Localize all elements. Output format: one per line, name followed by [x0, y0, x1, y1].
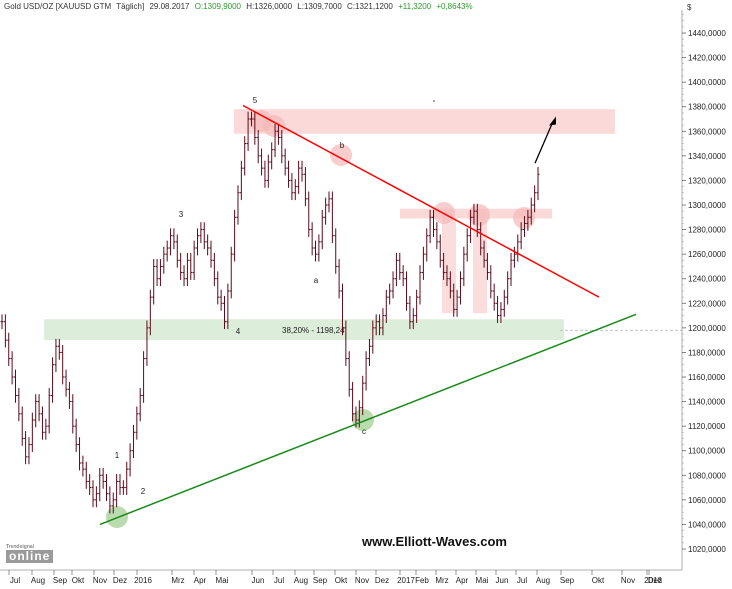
x-tick-label: Mai: [216, 576, 229, 585]
x-tick-label: Okt: [592, 576, 605, 585]
x-tick-label: Nov: [355, 576, 369, 585]
y-tick-label: 1060,0000: [688, 496, 726, 505]
currency-symbol: $: [687, 3, 692, 12]
y-tick-label: 1420,0000: [688, 54, 726, 63]
y-tick-label: 1080,0000: [688, 471, 726, 480]
y-tick-label: 1300,0000: [688, 201, 726, 210]
open-value: O:1309,9000: [194, 2, 241, 11]
website-watermark: www.Elliott-Waves.com: [362, 534, 507, 549]
x-tick-label: Feb: [415, 576, 429, 585]
y-tick-label: 1020,0000: [688, 545, 726, 554]
x-tick-label: Jul: [10, 576, 20, 585]
x-tick-label: Mai: [476, 576, 489, 585]
x-tick-label: Nov: [621, 576, 635, 585]
support-trendline: [99, 313, 637, 526]
y-tick-label: 1140,0000: [688, 398, 726, 407]
x-tick-label: 2016: [134, 576, 152, 585]
x-tick-label: Jul: [274, 576, 284, 585]
x-tick-label: Dez: [113, 576, 127, 585]
x-tick-label: Mrz: [171, 576, 184, 585]
x-tick-label: Mrz: [435, 576, 448, 585]
x-tick-label: Sep: [560, 576, 575, 585]
y-tick-label: 1260,0000: [688, 250, 726, 259]
trendsignal-logo: Trendsignal online: [6, 544, 58, 564]
date-label: 29.08.2017: [149, 2, 190, 11]
wave-label: a: [314, 276, 319, 285]
x-tick-label: Jun: [252, 576, 265, 585]
y-tick-label: 1100,0000: [688, 447, 726, 456]
instrument-name: Gold USD/OZ [XAUUSD GTM: [4, 2, 112, 11]
y-tick-label: 1040,0000: [688, 520, 726, 529]
wave-label: b: [340, 141, 345, 150]
y-tick-label: 1280,0000: [688, 226, 726, 235]
logo-small-text: Trendsignal: [6, 544, 35, 550]
x-tick-label: Dez: [375, 576, 389, 585]
target-arrow-shaft: [534, 121, 554, 164]
y-tick-label: 1160,0000: [688, 373, 726, 382]
y-tick-label: 1320,0000: [688, 176, 726, 185]
x-tick-label: Nov: [93, 576, 107, 585]
y-tick-label: 1200,0000: [688, 324, 726, 333]
logo-main-text: online: [6, 550, 54, 563]
y-tick-label: 1120,0000: [688, 422, 726, 431]
pivot-circle: [468, 204, 490, 226]
x-tick-label: Aug: [536, 576, 550, 585]
x-tick-label: Aug: [31, 576, 45, 585]
chart-header: Gold USD/OZ [XAUUSD GTM Täglich] 29.08.2…: [4, 2, 476, 11]
x-tick-label: Apr: [456, 576, 469, 585]
y-tick-label: 1440,0000: [688, 29, 726, 38]
target-arrow-head: [549, 116, 556, 126]
x-tick-label: Jul: [517, 576, 527, 585]
resistance-zone-top: [234, 109, 615, 134]
x-tick-label: 2017: [397, 576, 415, 585]
wave-label: 4: [236, 327, 241, 336]
low-value: L:1309,7000: [297, 2, 342, 11]
x-tick-label: Sep: [53, 576, 68, 585]
change-pct-value: +0,8643%: [436, 2, 473, 11]
y-tick-label: 1180,0000: [688, 348, 726, 357]
x-tick-label: 2018: [644, 576, 662, 585]
pivot-circle: [263, 115, 285, 137]
wave-label: 1: [115, 451, 120, 460]
pink-column-1: [442, 211, 456, 314]
pivot-circle: [513, 207, 535, 229]
high-value: H:1326,0000: [246, 2, 293, 11]
marker-dot: [433, 100, 435, 102]
wave-label: c: [362, 427, 366, 436]
x-tick-label: Aug: [294, 576, 308, 585]
y-tick-label: 1360,0000: [688, 127, 726, 136]
fib-label: 38,20% - 1198,24: [282, 326, 345, 335]
wave-label: 3: [179, 210, 184, 219]
pivot-circle: [352, 409, 374, 431]
y-tick-label: 1380,0000: [688, 103, 726, 112]
period-label: Täglich]: [116, 2, 145, 11]
fib-support-zone: [44, 319, 564, 341]
y-tick-label: 1240,0000: [688, 275, 726, 284]
x-tick-label: Okt: [335, 576, 348, 585]
wave-label: 2: [141, 487, 146, 496]
x-tick-label: Apr: [194, 576, 207, 585]
y-tick-label: 1340,0000: [688, 152, 726, 161]
wave-label: 5: [253, 96, 258, 105]
x-tick-label: Okt: [72, 576, 85, 585]
x-tick-label: Dez: [648, 576, 662, 585]
y-tick-label: 1220,0000: [688, 299, 726, 308]
y-tick-label: 1400,0000: [688, 78, 726, 87]
change-value: +11,3200: [398, 2, 432, 11]
close-value: C:1321,1200: [347, 2, 393, 11]
resistance-trendline: [242, 104, 600, 298]
x-tick-label: Sep: [313, 576, 328, 585]
x-tick-label: Jun: [496, 576, 509, 585]
pink-column-2: [473, 211, 487, 314]
